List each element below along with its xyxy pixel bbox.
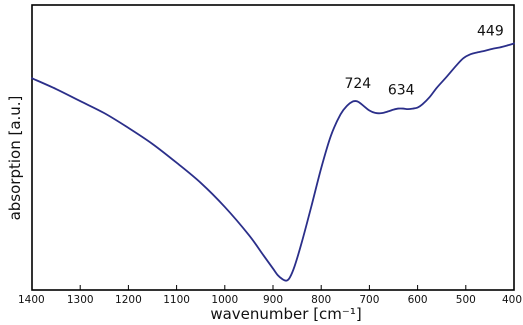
peak-label-449: 449 <box>477 23 504 39</box>
x-tick-label-1000: 1000 <box>211 294 238 306</box>
x-axis-title: wavenumber [cm⁻¹] <box>210 305 361 323</box>
x-tick-label-600: 600 <box>408 294 428 306</box>
peak-label-634: 634 <box>388 83 415 99</box>
x-tick-label-900: 900 <box>263 294 283 306</box>
absorption-series-line <box>31 42 515 282</box>
x-tick-label-1400: 1400 <box>18 294 45 306</box>
x-tick-label-1300: 1300 <box>67 294 94 306</box>
peak-label-724: 724 <box>344 76 371 92</box>
x-tick-label-400: 400 <box>502 294 522 306</box>
x-tick-label-1100: 1100 <box>163 294 190 306</box>
peak-annotations: 724 634 449 <box>344 23 503 98</box>
x-tick-label-700: 700 <box>359 294 379 306</box>
x-tick-label-1200: 1200 <box>115 294 142 306</box>
x-axis-tick-labels: 1400 1300 1200 1100 1000 900 800 700 600 500 400 <box>18 294 522 306</box>
x-tick-label-500: 500 <box>456 294 476 306</box>
plot-frame <box>31 4 515 291</box>
x-axis-ticks <box>31 285 515 290</box>
y-axis-title: absorption [a.u.] <box>6 96 24 221</box>
x-tick-label-800: 800 <box>311 294 331 306</box>
